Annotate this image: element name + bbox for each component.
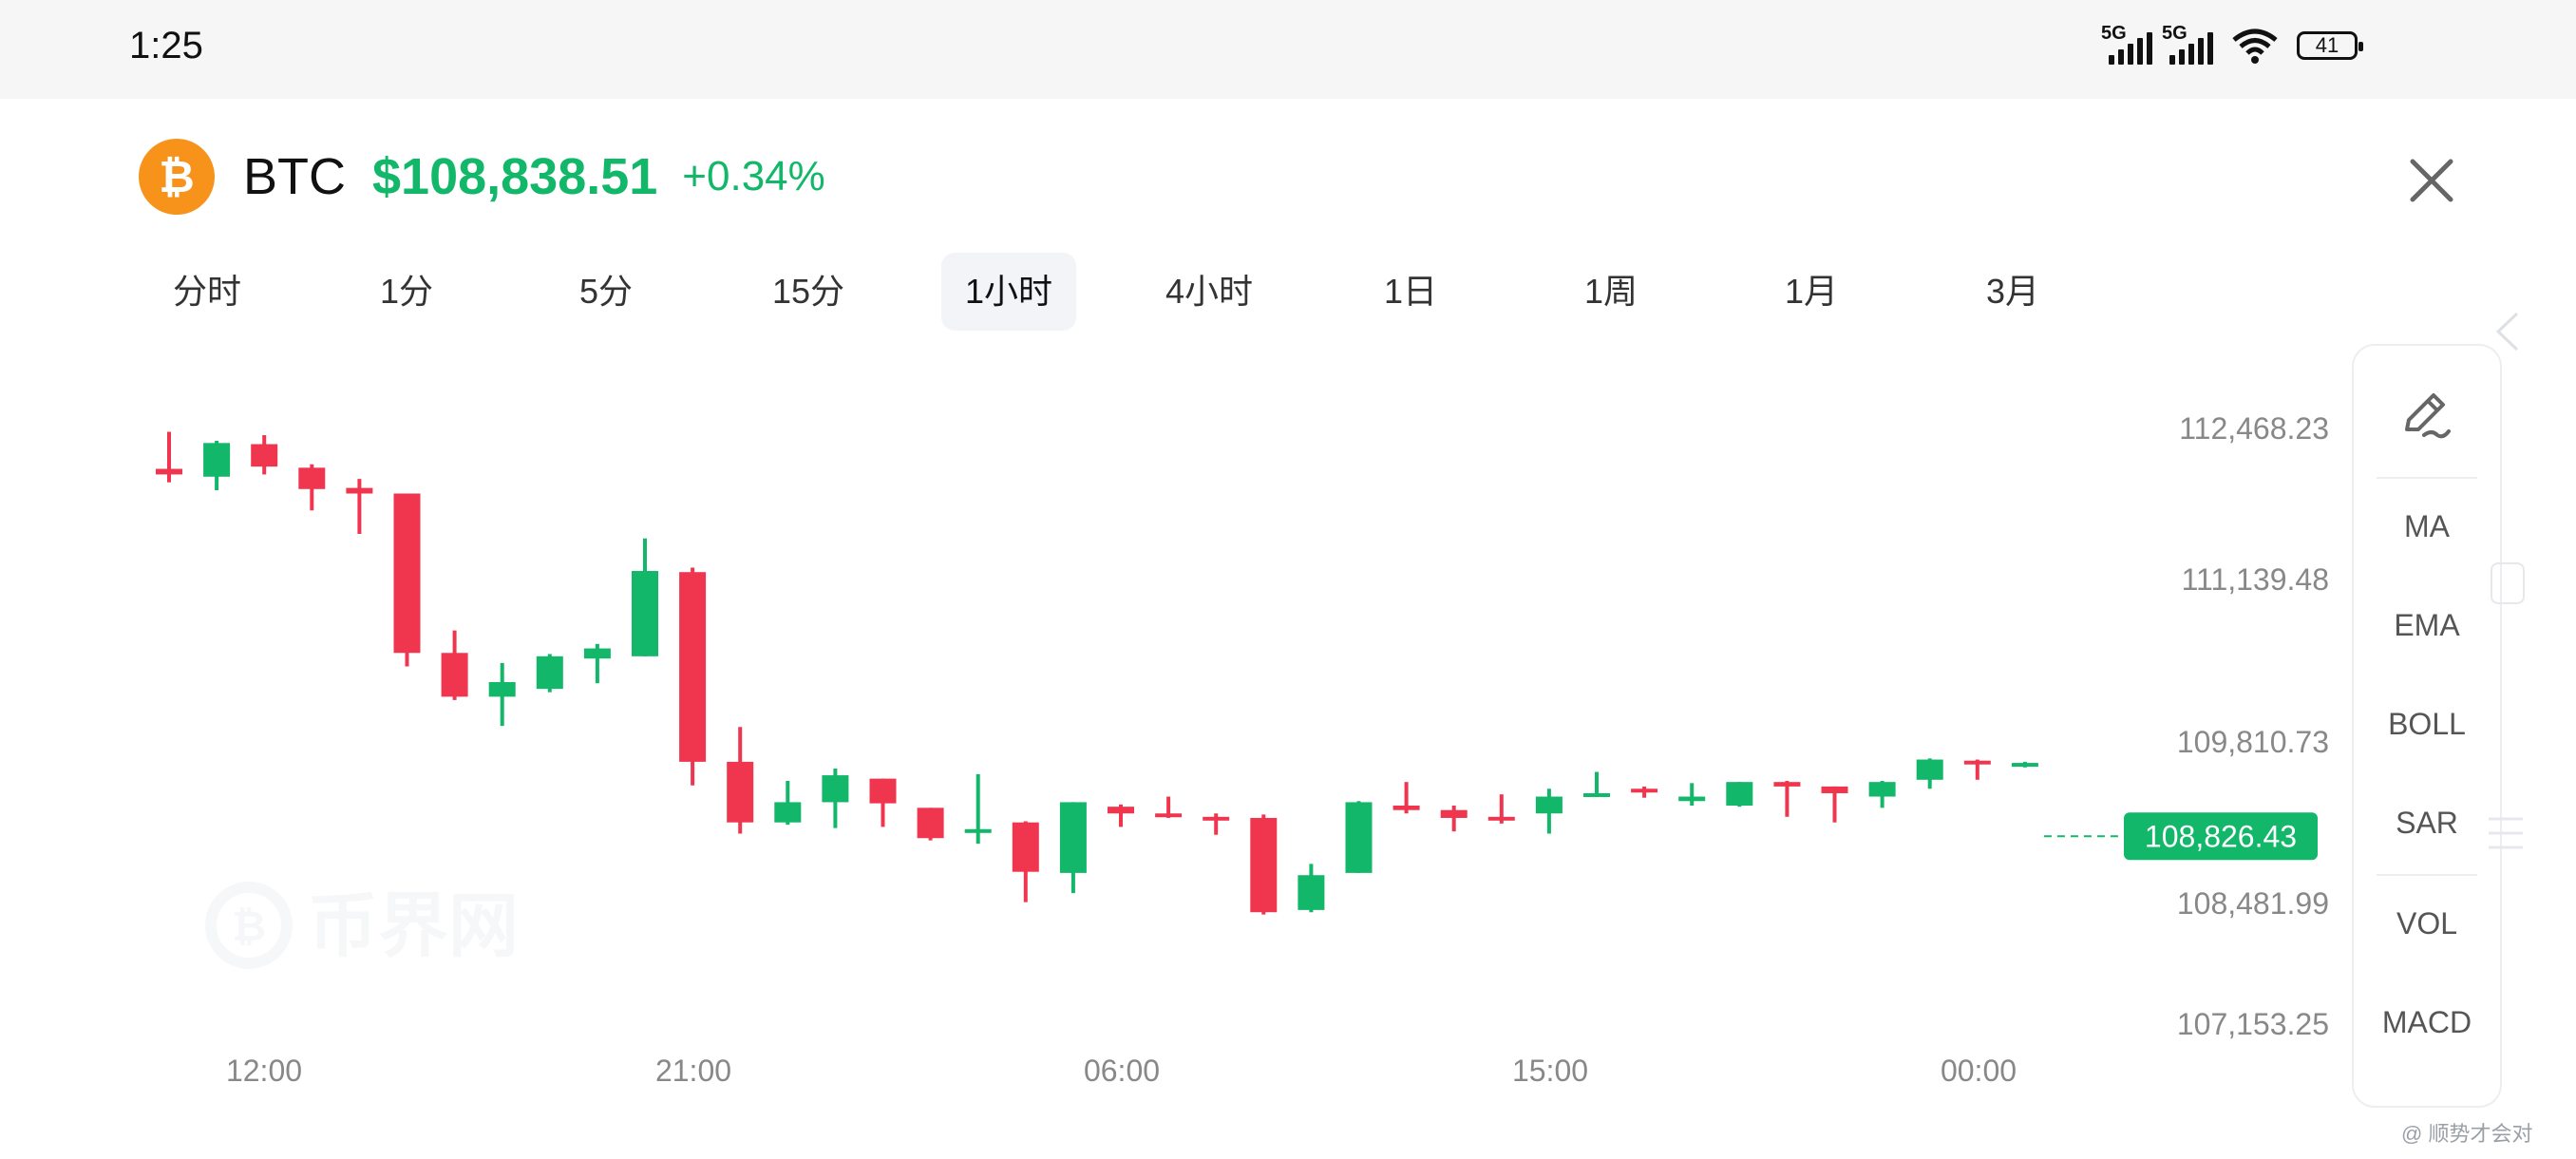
candle-down[interactable] [298,467,326,489]
status-bar: 1:25 5G 5G 41 [0,0,2576,99]
cellular-signal-icon: 5G [2101,23,2152,65]
status-time: 1:25 [129,25,203,66]
y-tick-label: 111,139.48 [2182,562,2329,597]
y-tick-label: 109,810.73 [2177,725,2329,759]
candle-up[interactable] [203,443,231,477]
bitcoin-icon: ₿ [139,139,215,215]
last-price-label: 108,826.43 [2145,819,2297,853]
candle-up[interactable] [822,775,849,803]
candle-down[interactable] [679,572,707,762]
candle-down[interactable] [441,653,468,697]
ticker-change: +0.34% [682,153,825,200]
tab-1week[interactable]: 1周 [1583,272,1638,311]
candle-down[interactable] [917,808,944,839]
pencil-draw-icon[interactable] [2396,384,2458,446]
x-tick-label: 00:00 [1941,1054,2017,1088]
candle-down[interactable] [1203,816,1230,821]
tab-3month[interactable]: 3月 [1985,272,2040,311]
x-tick-label: 15:00 [1512,1054,1588,1088]
candle-up[interactable] [583,648,611,659]
candle-down[interactable] [1773,782,1801,787]
candle-down[interactable] [1440,809,1468,818]
candle-down[interactable] [1250,817,1278,913]
indicator-vol[interactable]: VOL [2396,906,2458,940]
indicator-macd[interactable]: MACD [2381,1005,2472,1039]
tab-1min[interactable]: 1分 [379,272,434,311]
candles-group [156,431,2038,915]
indicator-panel: MA EMA BOLL SAR VOL MACD [2352,344,2502,1108]
candle-down[interactable] [346,487,373,494]
candle-down[interactable] [251,444,278,467]
tab-1day[interactable]: 1日 [1383,272,1438,311]
source-watermark: @ 顺势才会对 [2401,1122,2533,1146]
watermark-text: 币界网 [308,885,519,967]
candle-down[interactable] [393,493,421,654]
candle-up[interactable] [1726,782,1753,806]
battery-icon: 41 [2297,31,2363,60]
network-type-label: 5G [2162,23,2188,44]
candle-down[interactable] [869,778,897,804]
close-icon[interactable] [2394,142,2470,218]
candle-down[interactable] [1963,760,1991,765]
candlestick-chart[interactable]: ₿ 币界网 108,826.43 112,468.23 111,139.48 1… [0,0,2337,1159]
status-icons: 5G 5G 41 [2101,23,2363,65]
x-tick-label: 21:00 [655,1054,731,1088]
candle-up[interactable] [1059,802,1087,873]
candle-up[interactable] [1345,802,1373,873]
chart-watermark: ₿ 币界网 [205,882,519,969]
candle-down[interactable] [1392,805,1420,810]
indicator-ema[interactable]: EMA [2394,608,2460,642]
candle-up[interactable] [536,656,563,690]
svg-text:₿: ₿ [232,903,266,950]
y-tick-label: 112,468.23 [2179,411,2329,446]
ticker-symbol: BTC [243,148,346,205]
candle-down[interactable] [1821,786,1848,793]
network-type-label: 5G [2101,23,2127,44]
wifi-icon [2232,28,2278,64]
indicator-boll[interactable]: BOLL [2388,707,2466,741]
indicator-ma[interactable]: MA [2404,509,2450,543]
y-tick-label: 108,481.99 [2177,886,2329,921]
candle-up[interactable] [1583,792,1610,797]
candle-down[interactable] [1487,816,1515,821]
candle-up[interactable] [774,802,802,823]
tab-1month[interactable]: 1月 [1784,272,1839,311]
indicator-sar[interactable]: SAR [2396,806,2458,840]
candle-up[interactable] [964,828,992,833]
candle-down[interactable] [1155,813,1183,818]
candle-up[interactable] [1678,796,1706,802]
candle-up[interactable] [632,571,658,656]
candle-down[interactable] [1108,807,1134,814]
candle-up[interactable] [1535,796,1563,814]
battery-level: 41 [2315,33,2339,57]
candle-up[interactable] [488,682,516,697]
candle-up[interactable] [1916,759,1943,780]
tab-intraday[interactable]: 分时 [172,272,241,311]
ticker-price: $108,838.51 [372,148,658,205]
candle-down[interactable] [156,468,182,475]
x-tick-label: 12:00 [226,1054,302,1088]
x-tick-label: 06:00 [1084,1054,1160,1088]
ticker-header: ₿ BTC $108,838.51 +0.34% [139,137,825,217]
collapse-chevron-icon[interactable] [2489,308,2527,355]
candle-down[interactable] [727,761,754,823]
fullscreen-icon[interactable] [2491,562,2525,604]
candle-down[interactable] [1012,822,1039,872]
y-tick-label: 107,153.25 [2177,1007,2329,1041]
candle-up[interactable] [2011,763,2038,768]
tab-4hour[interactable]: 4小时 [1165,272,1254,311]
tab-15min[interactable]: 15分 [771,272,845,311]
menu-icon[interactable] [2485,811,2527,855]
candle-up[interactable] [1868,782,1896,797]
last-price-badge [2124,812,2318,861]
tab-5min[interactable]: 5分 [578,272,634,311]
candle-down[interactable] [1631,788,1658,793]
candle-up[interactable] [1297,875,1325,910]
tab-1hour[interactable]: 1小时 [941,253,1076,331]
cellular-signal-icon: 5G [2162,23,2213,65]
